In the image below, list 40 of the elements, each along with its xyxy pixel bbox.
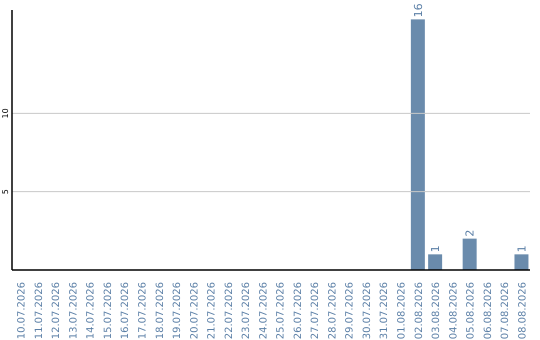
x-tick-label: 13.07.2026 [68,282,80,340]
x-tick-label: 25.07.2026 [276,282,287,340]
data-label: 16 [412,3,425,18]
x-tick-label: 21.07.2026 [206,282,218,340]
x-tick-label: 02.08.2026 [414,282,425,340]
x-tick-label: 22.07.2026 [224,282,235,340]
bar [514,254,528,270]
x-tick-label: 20.07.2026 [189,282,200,340]
x-tick-label: 01.08.2026 [396,282,408,340]
x-tick-label: 19.07.2026 [172,282,184,340]
x-tick-label: 04.08.2026 [448,282,460,340]
x-tick-label: 29.07.2026 [344,282,356,340]
x-tick-label: 24.07.2026 [258,282,270,340]
x-tick-label: 17.07.2026 [138,282,148,340]
data-label: 1 [515,245,528,252]
data-label: 1 [429,245,442,252]
x-tick-label: 07.08.2026 [500,282,512,340]
x-tick-label: 31.07.2026 [379,282,390,340]
x-tick-label: 18.07.2026 [154,282,166,340]
x-tick-label: 06.08.2026 [482,282,494,340]
x-tick-label: 26.07.2026 [292,282,304,340]
x-tick-label: 03.08.2026 [431,282,442,340]
bar [428,254,442,270]
y-tick-label: 10 [1,108,10,118]
x-tick-label: 27.07.2026 [310,282,322,340]
x-tick-label: 16.07.2026 [120,282,132,340]
data-label: 2 [464,230,477,237]
x-tick-label: 15.07.2026 [102,282,114,340]
x-tick-label: 08.08.2026 [517,282,528,340]
x-tick-label: 14.07.2026 [86,282,97,340]
bar [462,238,477,270]
x-tick-label: 12.07.2026 [51,282,62,340]
x-tick-label: 23.07.2026 [241,282,252,340]
x-tick-label: 11.07.2026 [34,282,45,340]
y-tick-label: 5 [1,189,10,194]
x-tick-label: 10.07.2026 [16,282,28,340]
bar [410,19,425,270]
x-tick-label: 30.07.2026 [362,282,373,340]
x-tick-label: 28.07.2026 [327,282,338,340]
x-tick-label: 05.08.2026 [466,282,477,340]
